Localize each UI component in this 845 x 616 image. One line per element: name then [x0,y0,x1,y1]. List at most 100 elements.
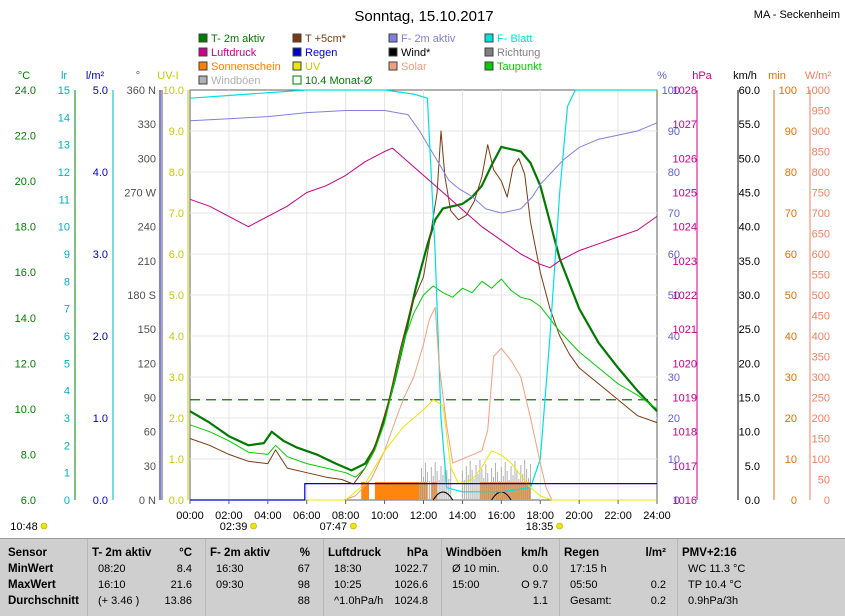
stats-cell-value: 21.6 [170,579,192,591]
sun-event-label: 18:35 [526,521,554,533]
x-tick-label: 20:00 [565,510,593,522]
station-name: MA - Seckenheim [754,9,840,21]
axis-tick-label: 3 [64,413,70,425]
legend-swatch [484,61,494,71]
axis-tick-label: 1024 [673,222,697,234]
axis-tick-label: 9.0 [169,126,184,138]
axis-unit: W/m² [805,70,832,82]
axis-tick-label: 50 [785,290,797,302]
x-tick-label: 04:00 [254,510,282,522]
axis-tick-label: 4.0 [93,167,108,179]
axis-tick-label: 5 [64,358,70,370]
legend-label: UV [305,61,321,73]
axis-tick-label: 1028 [673,85,697,97]
stats-row-label: MinWert [8,563,54,575]
axis-tick-label: 270 W [124,188,156,200]
x-tick-label: 08:00 [332,510,360,522]
stats-sensor-header: Sensor [8,547,47,559]
axis-tick-label: 55.0 [739,119,760,131]
axis-tick-label: 80 [668,167,680,179]
axis-tick-label: 35.0 [739,256,760,268]
axis-tick-label: 60 [668,249,680,261]
axis-tick-label: 13 [58,140,70,152]
stats-col-unit: km/h [521,547,548,559]
stats-col-title: F- 2m aktiv [210,547,271,559]
legend-swatch [484,47,494,57]
axis-tick-label: 180 S [127,290,156,302]
axis-tick-label: 6.0 [169,249,184,261]
wind-line [432,491,454,501]
axis-tick-label: 100 [779,85,797,97]
stats-cell-value: 0.2 [650,595,666,607]
axis-tick-label: 0 N [139,495,156,507]
stats-column-separator [677,539,678,616]
axis-tick-label: 600 [812,249,830,261]
axis-tick-label: 14.0 [15,313,36,325]
axis-tick-label: 6.0 [21,495,36,507]
stats-column-separator [205,539,206,616]
axis-tick-label: 900 [812,126,830,138]
axis-unit: hPa [692,70,712,82]
stats-cell-label: 16:10 [98,579,126,591]
axis-tick-label: 750 [812,188,830,200]
axis-tick-label: 4.0 [169,331,184,343]
sunshine-bars [361,482,531,500]
stats-cell-value: 1022.7 [394,563,428,575]
axis-tick-label: 450 [812,311,830,323]
sun-event-label: 10:48 [10,521,38,533]
axis-tick-label: 20.0 [15,176,36,188]
axis-tick-label: 120 [138,358,156,370]
stats-cell-label: TP 10.4 °C [688,579,742,591]
axis-tick-label: 360 N [127,85,156,97]
stats-col-title: Regen [564,547,600,559]
sun-event-icon [350,522,357,530]
axis-tick-label: 950 [812,106,830,118]
axis-tick-label: 1021 [673,324,697,336]
axis-tick-label: 150 [812,434,830,446]
axis-tick-label: 1018 [673,427,697,439]
legend-swatch [198,33,208,43]
stats-cell-label: WC 11.3 °C [688,563,746,575]
axis-unit: ° [136,70,140,82]
axis-tick-label: 40 [668,331,680,343]
stats-column-separator [441,539,442,616]
axis-tick-label: 330 [138,119,156,131]
x-tick-label: 12:00 [410,510,438,522]
axis-tick-label: 0.0 [745,495,760,507]
axis-tick-label: 1022 [673,290,697,302]
axis-tick-label: 15.0 [739,393,760,405]
axis-tick-label: 1017 [673,461,697,473]
axis-tick-label: 3.0 [93,249,108,261]
axis-tick-label: 8 [64,276,70,288]
series-line-uv [190,399,657,501]
stats-row-label: MaxWert [8,579,56,591]
stats-cell-value: 1024.8 [394,595,428,607]
axis-tick-label: 22.0 [15,131,36,143]
axis-tick-label: 500 [812,290,830,302]
axis-tick-label: 800 [812,167,830,179]
axis-tick-label: 1 [64,468,70,480]
axis-tick-label: 60.0 [739,85,760,97]
axis-tick-label: 0 [791,495,797,507]
legend-swatch [388,61,398,71]
axis-tick-label: 30 [785,372,797,384]
axis-tick-label: 0 [674,495,680,507]
chart-title: Sonntag, 15.10.2017 [354,8,493,25]
stats-panel: Sensor MinWert MaxWert Durchschnitt T- 2m ak… [0,538,845,616]
axis-tick-label: 1016 [673,495,697,507]
sun-event-icon [40,522,48,530]
stats-cell-label: (+ 3.46 ) [98,595,140,607]
axis-tick-label: 0.0 [169,495,184,507]
stats-column-separator [323,539,324,616]
axis-tick-label: 100 [662,85,680,97]
axis-tick-label: 25.0 [739,324,760,336]
legend-label: 10.4 Monat-Ø [305,75,373,87]
sun-event-label: 02:39 [220,521,248,533]
legend-label: F- Blatt [497,33,532,45]
stats-cell-label: ^1.0hPa/h [334,595,384,607]
axis-tick-label: 3.0 [169,372,184,384]
stats-cell-value: 1.1 [532,595,548,607]
axis-tick-label: 650 [812,229,830,241]
axis-tick-label: 24.0 [15,85,36,97]
axis-tick-label: 50 [818,475,830,487]
